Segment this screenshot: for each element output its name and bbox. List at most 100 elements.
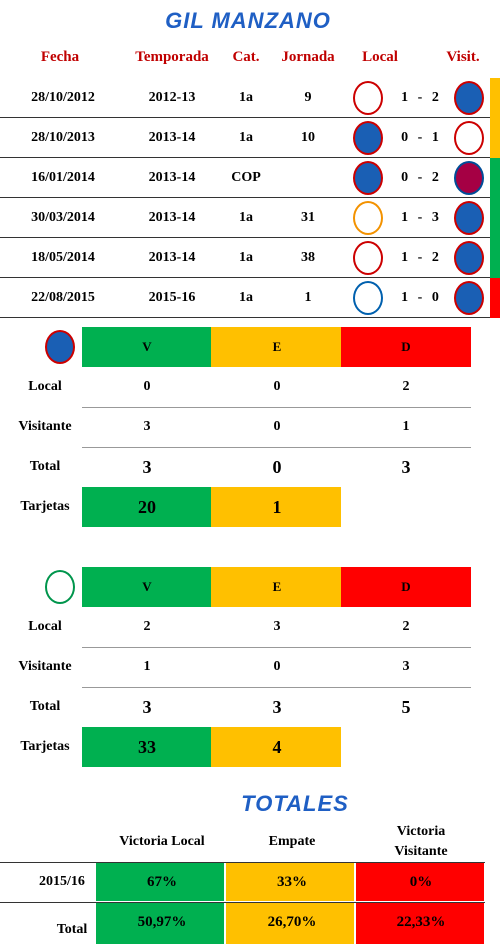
cell: 3 [401, 457, 411, 477]
result-strip [490, 238, 500, 278]
cell: 2013-14 [148, 170, 196, 185]
team-badge [45, 330, 75, 364]
column-header: Fecha [40, 49, 80, 65]
cell: 4 [272, 737, 282, 757]
cell: 28/10/2013 [31, 130, 95, 145]
cell: 3 [272, 697, 282, 717]
cell: 3 [402, 659, 410, 674]
column-header: Victoria Local [119, 834, 205, 849]
row-line [0, 902, 485, 903]
cell: 1a [239, 130, 253, 145]
total-cell [355, 902, 485, 945]
cell: 1 [304, 290, 312, 305]
team-badge [353, 241, 383, 275]
cell: 18/05/2014 [31, 250, 95, 265]
cell: 16/01/2014 [31, 170, 95, 185]
card-cell [82, 487, 212, 527]
team-badge [353, 81, 383, 115]
cell: 2 [143, 619, 151, 634]
column-header: Temporada [135, 49, 209, 65]
column-header: Local [362, 49, 398, 65]
column-header: Empate [268, 834, 316, 849]
cell: 38 [301, 250, 315, 265]
title: GIL MANZANO [165, 8, 331, 33]
team-badge [353, 121, 383, 155]
totals-title: TOTALES [241, 791, 349, 816]
cell: 0 [273, 659, 281, 674]
cell: 33% [277, 874, 307, 890]
row-line [0, 117, 490, 118]
cell: 2013-14 [148, 210, 196, 225]
row-label: Tarjetas [20, 499, 70, 514]
header-label: E [272, 339, 282, 354]
team-badge [454, 281, 484, 315]
header-label: V [142, 579, 152, 594]
cell: 33 [138, 737, 156, 757]
header-cell [82, 567, 212, 607]
row-line [82, 687, 471, 688]
cell: 1 [272, 497, 282, 517]
cell: 50,97% [137, 914, 187, 930]
column-header: Visit. [446, 49, 480, 65]
column-header: Victoria Visitante [394, 824, 448, 859]
team-badge [454, 201, 484, 235]
row-label: Total [29, 699, 61, 714]
result-strip [490, 78, 500, 118]
header-cell [82, 327, 212, 367]
score: 1 - 3 [401, 210, 439, 225]
header-cell [341, 567, 471, 607]
cell: 2012-13 [148, 90, 196, 105]
card-cell [211, 727, 341, 767]
cell: 67% [147, 874, 177, 890]
header-label: D [401, 339, 411, 354]
cell: 1 [143, 659, 151, 674]
card-cell [82, 727, 212, 767]
cell: 1a [239, 90, 253, 105]
cell: 0 [273, 379, 281, 394]
row-line [0, 862, 485, 863]
team-badge [353, 201, 383, 235]
cell: 2013-14 [148, 130, 196, 145]
header-label: E [272, 579, 282, 594]
team-badge [454, 121, 484, 155]
row-line [82, 647, 471, 648]
team-badge [353, 281, 383, 315]
row-line [0, 237, 490, 238]
card-cell [211, 487, 341, 527]
result-strip [490, 278, 500, 318]
header-label: V [142, 339, 152, 354]
cell: 2 [402, 619, 410, 634]
column-header: Jornada [281, 49, 335, 65]
team-badge [353, 161, 383, 195]
cell: 2013-14 [148, 250, 196, 265]
cell: 20 [138, 497, 156, 517]
cell: 1a [239, 290, 253, 305]
result-strip [490, 158, 500, 198]
total-cell [225, 862, 355, 902]
team-badge [454, 161, 484, 195]
cell: 0% [409, 874, 433, 890]
row-label: Total [56, 922, 88, 937]
row-line [82, 407, 471, 408]
row-label: Tarjetas [20, 739, 70, 754]
cell: 1 [402, 419, 410, 434]
cell: 2015-16 [148, 290, 196, 305]
row-line [0, 317, 490, 318]
row-label: Visitante [18, 419, 72, 434]
header-cell [341, 327, 471, 367]
team-badge [454, 81, 484, 115]
row-label: Total [29, 459, 61, 474]
cell: 22,33% [396, 914, 446, 930]
cell: 5 [401, 697, 411, 717]
total-cell [355, 862, 485, 902]
score: 1 - 0 [401, 290, 439, 305]
score: 1 - 2 [401, 250, 439, 265]
score: 0 - 2 [401, 170, 439, 185]
cell: 28/10/2012 [31, 90, 95, 105]
team-badge [45, 570, 75, 604]
cell: 1a [239, 210, 253, 225]
cell: COP [231, 170, 261, 185]
row-line [0, 157, 490, 158]
row-label: Local [28, 379, 62, 394]
header-cell [211, 327, 341, 367]
